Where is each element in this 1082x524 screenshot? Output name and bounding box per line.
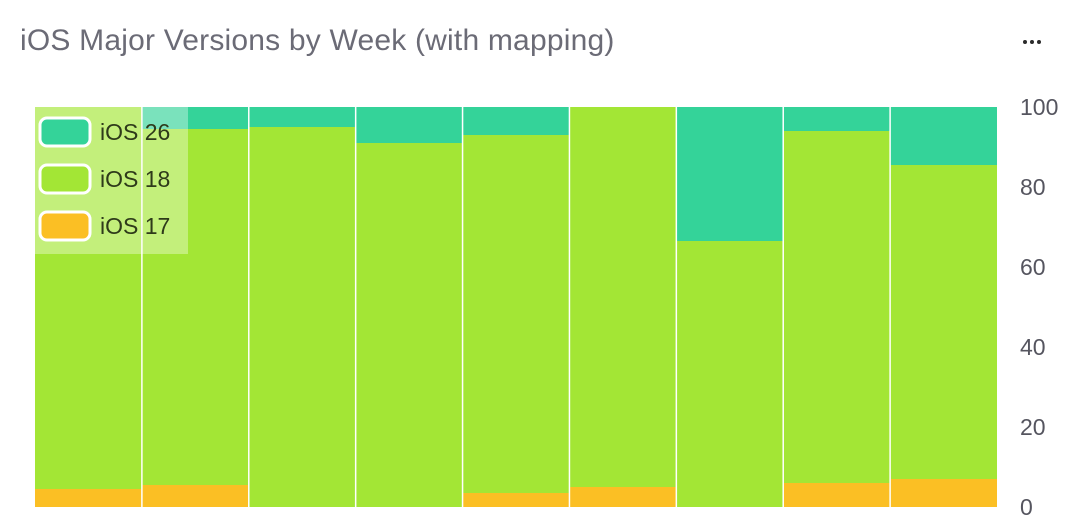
bar-segment[interactable] (890, 165, 997, 479)
bars-group (35, 107, 997, 507)
chart-title: iOS Major Versions by Week (with mapping… (20, 24, 615, 57)
bar-segment[interactable] (462, 107, 570, 135)
bar-segment[interactable] (676, 241, 784, 507)
menu-dot (1030, 40, 1034, 44)
legend-swatch[interactable] (38, 210, 92, 242)
bar-segment[interactable] (355, 143, 463, 507)
bar-segment[interactable] (783, 483, 891, 507)
bar-segment[interactable] (783, 131, 891, 483)
bar-segment[interactable] (569, 487, 677, 507)
bar-segment[interactable] (355, 107, 463, 143)
bar-segment[interactable] (141, 129, 249, 485)
y-tick-label: 100 (1020, 94, 1058, 120)
legend: iOS 26 iOS 18 iOS 17 (35, 107, 188, 254)
bar-segment[interactable] (462, 135, 570, 493)
bar-segment[interactable] (248, 107, 356, 127)
bar-segment[interactable] (35, 489, 142, 507)
bar-segment[interactable] (783, 107, 891, 131)
y-tick-label: 40 (1020, 334, 1046, 360)
bar-segment[interactable] (890, 479, 997, 507)
y-axis: 0 20 40 60 80 100 (1020, 94, 1058, 520)
bar-segment[interactable] (462, 493, 570, 507)
legend-label[interactable]: iOS 26 (100, 119, 170, 145)
y-tick-label: 20 (1020, 414, 1046, 440)
legend-label[interactable]: iOS 17 (100, 213, 170, 239)
legend-label[interactable]: iOS 18 (100, 166, 170, 192)
y-tick-label: 80 (1020, 174, 1046, 200)
bar-segment[interactable] (569, 107, 677, 487)
menu-dot (1037, 40, 1041, 44)
bar-segment[interactable] (676, 107, 784, 241)
bar-segment[interactable] (890, 107, 997, 165)
more-horizontal-icon[interactable] (1018, 30, 1046, 54)
legend-swatch[interactable] (38, 163, 92, 195)
menu-dot (1023, 40, 1027, 44)
y-tick-label: 0 (1020, 494, 1033, 520)
bar-segment[interactable] (141, 485, 249, 507)
bar-segment[interactable] (248, 127, 356, 507)
y-tick-label: 60 (1020, 254, 1046, 280)
bar-segment[interactable] (141, 107, 249, 129)
legend-swatch[interactable] (38, 116, 92, 148)
